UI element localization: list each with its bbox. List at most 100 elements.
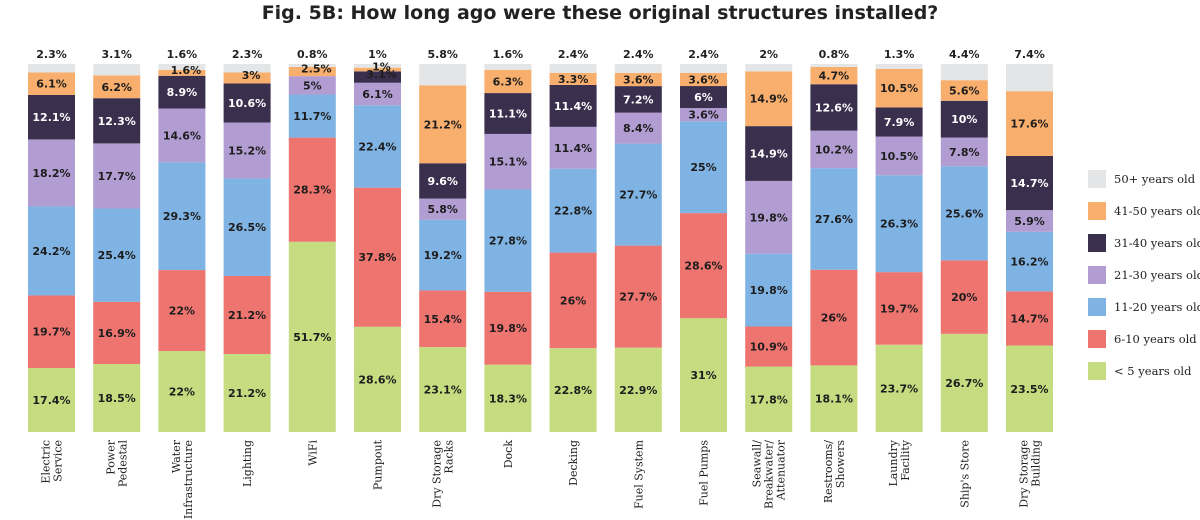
legend-swatch xyxy=(1088,234,1106,252)
bar-segment xyxy=(484,133,532,190)
bar-segment xyxy=(875,64,923,69)
segment-data-label: 3.6% xyxy=(688,73,719,86)
bar-segment xyxy=(223,83,271,123)
bar-segment xyxy=(940,64,988,81)
segment-data-label: 10% xyxy=(951,113,977,126)
segment-data-label: 51.7% xyxy=(293,331,331,344)
bar-segment xyxy=(745,366,793,432)
segment-data-label: 3.1% xyxy=(366,68,397,81)
segment-data-label: 11.4% xyxy=(554,142,592,155)
bar-segment xyxy=(484,69,532,94)
segment-data-label: 7.9% xyxy=(884,116,915,129)
segment-data-label: 27.6% xyxy=(815,213,853,226)
segment-data-label: 27.7% xyxy=(619,291,657,304)
top-data-label: 7.4% xyxy=(1014,48,1045,61)
category-label-line: Racks xyxy=(443,440,456,474)
bar-segment xyxy=(1006,210,1053,232)
category-label: Restrooms/Showers xyxy=(822,440,847,504)
bar-segment xyxy=(1006,345,1053,432)
bar-segment xyxy=(354,67,401,72)
segment-data-label: 26% xyxy=(560,294,586,307)
category-label: Fuel Pumps xyxy=(698,440,711,506)
bar-segment xyxy=(1006,291,1053,346)
category-label: Water Infrastructure xyxy=(170,439,195,519)
segment-data-label: 12.3% xyxy=(98,115,136,128)
bar-segment xyxy=(28,94,75,140)
segment-data-label: 14.9% xyxy=(750,93,788,106)
segment-data-label: 27.7% xyxy=(619,189,657,202)
segment-data-label: 16.9% xyxy=(98,327,136,340)
legend-swatch xyxy=(1088,202,1106,220)
segment-data-label: 3.3% xyxy=(558,73,589,86)
bar-segment xyxy=(1006,91,1053,156)
bar-segment xyxy=(484,364,532,432)
segment-data-label: 7.2% xyxy=(623,93,654,106)
bar-segment xyxy=(549,64,597,73)
chart-title: Fig. 5B: How long ago were these origina… xyxy=(261,2,939,24)
segment-data-label: 14.9% xyxy=(750,148,788,161)
bar-segment xyxy=(93,363,141,432)
bar-segment xyxy=(354,82,401,106)
segment-data-label: 5% xyxy=(303,79,322,92)
bar-segment xyxy=(354,326,401,432)
segment-data-label: 12.6% xyxy=(815,101,853,114)
bar-segment xyxy=(223,178,271,276)
segment-data-label: 15.4% xyxy=(424,313,462,326)
bar-segment xyxy=(93,208,141,302)
segment-data-label: 18.5% xyxy=(98,392,136,405)
segment-data-label: 14.6% xyxy=(163,129,201,142)
segment-data-label: 28.6% xyxy=(684,260,722,273)
segment-data-label: 14.7% xyxy=(1010,177,1048,190)
category-label: Pumpout xyxy=(372,439,385,490)
segment-data-label: 19.2% xyxy=(424,249,462,262)
bar-segment xyxy=(875,136,923,176)
legend-entry-label: 31-40 years old xyxy=(1114,236,1200,250)
bar-segment xyxy=(549,168,597,253)
segment-data-label: 25.4% xyxy=(98,249,136,262)
bar-segment xyxy=(680,213,727,319)
bar-segment xyxy=(484,93,532,134)
category-label-line: Dock xyxy=(502,440,515,469)
bar-segment xyxy=(419,85,467,164)
bar-segment xyxy=(614,347,662,432)
bar-segment xyxy=(940,100,988,138)
segment-data-label: 26.7% xyxy=(945,377,983,390)
category-label-line: Pumpout xyxy=(372,439,385,490)
segment-data-label: 11.7% xyxy=(293,110,331,123)
segment-data-label: 3.6% xyxy=(688,109,719,122)
segment-data-label: 19.8% xyxy=(750,211,788,224)
category-label-line: Fuel System xyxy=(632,439,645,509)
bar-segment xyxy=(810,64,858,67)
bar-segment xyxy=(354,64,401,68)
category-label: Dock xyxy=(502,440,515,469)
bar-segment xyxy=(158,69,206,76)
category-label-line: Electric xyxy=(40,440,53,484)
category-label-line: Lighting xyxy=(241,440,254,487)
segment-data-label: 11.1% xyxy=(489,107,527,120)
bar-segment xyxy=(614,86,662,113)
bar-segment xyxy=(875,68,923,108)
category-label-line: Breakwater/ xyxy=(763,440,776,509)
bar-segment xyxy=(93,98,141,144)
segment-data-label: 4.7% xyxy=(819,70,850,83)
bar-segment xyxy=(158,270,206,352)
segment-data-label: 22.9% xyxy=(619,384,657,397)
segment-data-label: 15.2% xyxy=(228,144,266,157)
bar-segment xyxy=(614,72,662,87)
segment-data-label: 23.1% xyxy=(424,384,462,397)
segment-data-label: 8.4% xyxy=(623,122,654,135)
category-label: Laundry Facility xyxy=(887,439,912,486)
segment-data-label: 20% xyxy=(951,291,977,304)
bar-segment xyxy=(28,295,75,368)
bar-segment xyxy=(223,64,271,73)
segment-data-label: 11.4% xyxy=(554,100,592,113)
bar-segment xyxy=(810,365,858,432)
segment-data-label: 23.5% xyxy=(1010,383,1048,396)
segment-data-label: 25% xyxy=(690,161,716,174)
bar-segment xyxy=(810,269,858,366)
bar-segment xyxy=(93,301,141,364)
bar-segment xyxy=(680,64,727,73)
category-label-line: Facility xyxy=(899,439,912,481)
segment-data-label: 3.6% xyxy=(623,73,654,86)
bar-segment xyxy=(288,137,336,242)
